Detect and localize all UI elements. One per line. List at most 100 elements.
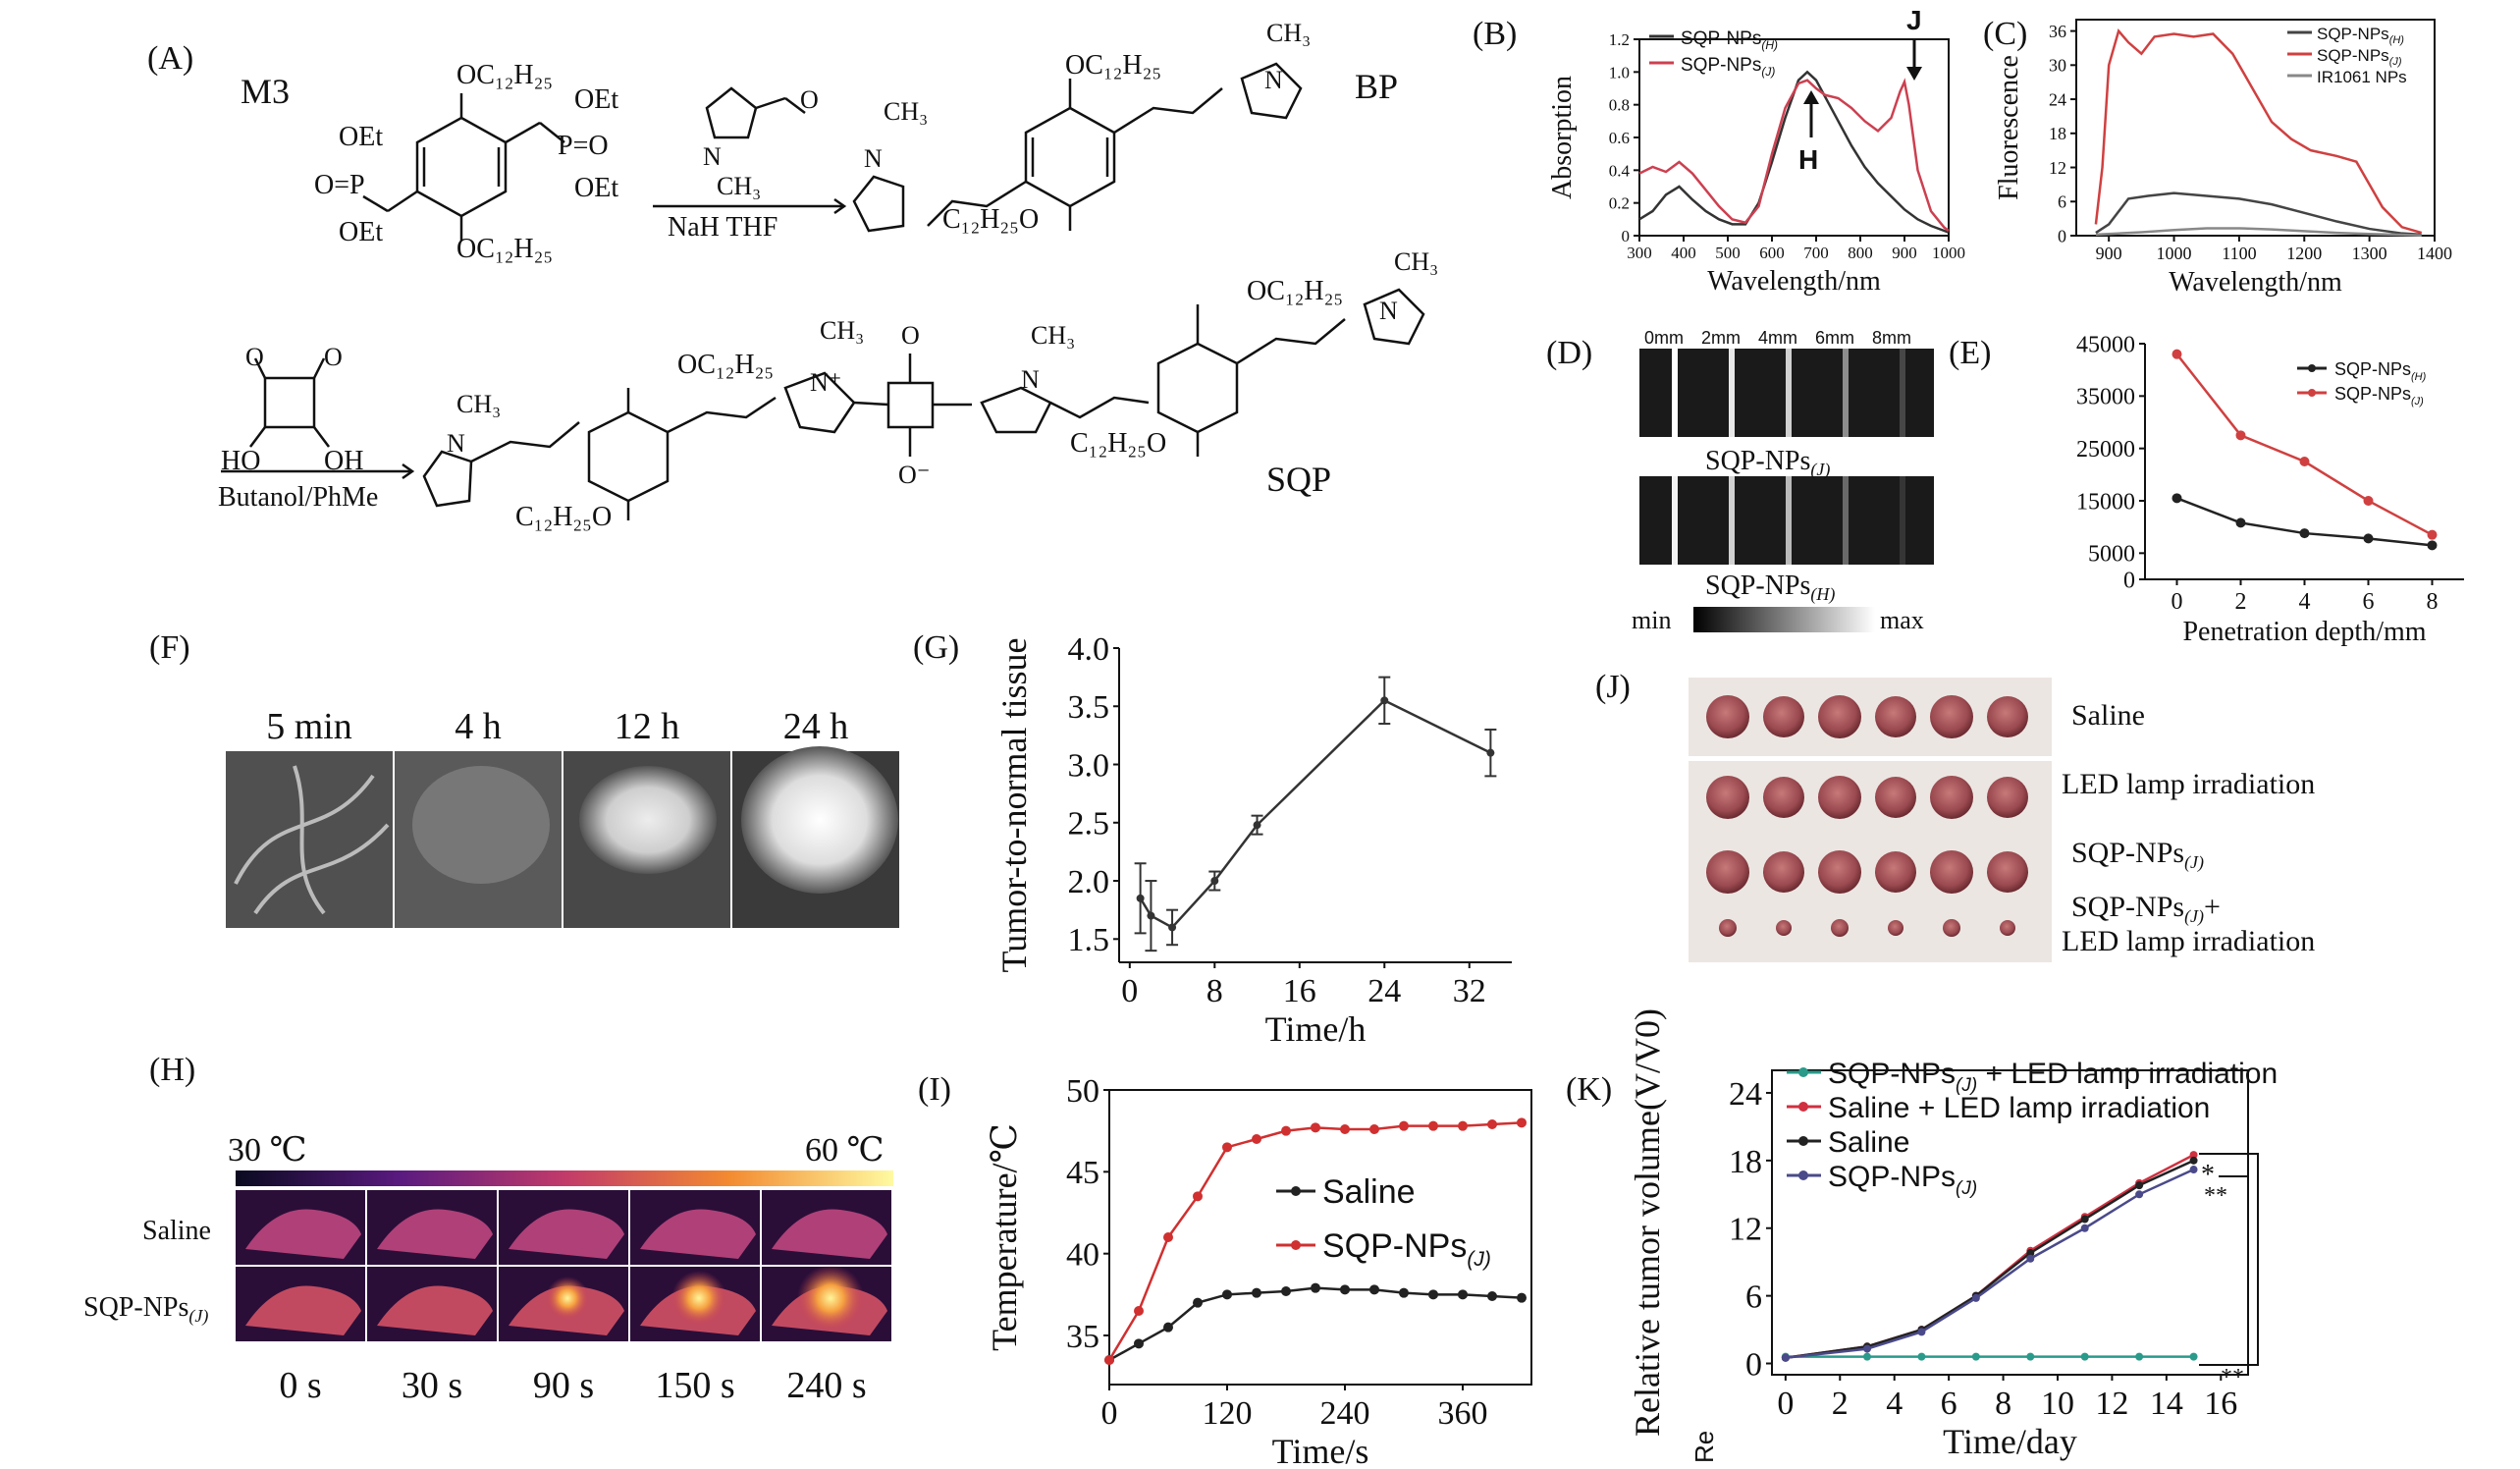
y-tick-label: 0 <box>2123 568 2135 593</box>
svg-text:N: N <box>447 429 465 458</box>
data-point <box>2427 529 2438 540</box>
j-label-sqp-led-2: LED lamp irradiation <box>2062 925 2315 957</box>
data-point <box>1193 1191 1203 1202</box>
data-point <box>2235 517 2246 528</box>
k-sig-3: ** <box>2221 1365 2244 1390</box>
x-tick-label: 600 <box>1759 244 1785 262</box>
y-tick-label: 0.2 <box>1609 194 1630 213</box>
j-label-saline: Saline <box>2071 699 2145 732</box>
x-tick-label: 24 <box>1367 973 1401 1009</box>
d-capillary <box>1729 476 1735 565</box>
svg-text:N: N <box>703 142 722 171</box>
j-tumor <box>1719 919 1737 937</box>
y-tick-label: 15000 <box>2076 489 2135 515</box>
svg-text:O=P: O=P <box>314 170 365 200</box>
svg-text:CH₃: CH₃ <box>1031 321 1075 350</box>
data-point <box>2189 1352 2198 1361</box>
y-tick-label: 0 <box>1622 227 1631 245</box>
svg-text:HO: HO <box>221 446 260 476</box>
data-point <box>2135 1352 2144 1361</box>
panel-label-b: (B) <box>1473 16 1517 52</box>
svg-text:C₁₂H₂₅O: C₁₂H₂₅O <box>942 204 1039 235</box>
j-tumor <box>1763 777 1804 818</box>
x-tick-label: 400 <box>1671 244 1696 262</box>
y-tick-label: 2.0 <box>1068 864 1110 900</box>
data-point <box>1281 1286 1291 1296</box>
j-tumor <box>1831 919 1849 937</box>
data-point <box>2026 1352 2035 1361</box>
label-sqp: SQP <box>1266 460 1331 499</box>
y-tick-label: 0.6 <box>1609 129 1630 147</box>
data-point <box>1399 1120 1409 1131</box>
d-depth-label: 8mm <box>1872 328 1911 348</box>
d-capillary <box>1729 349 1735 437</box>
h-mouse-body <box>377 1209 493 1259</box>
x-tick-label: 240 <box>1320 1395 1370 1432</box>
svg-text:O: O <box>800 85 819 114</box>
f-time-label: 4 h <box>455 706 502 747</box>
series-line-0 <box>1638 70 1950 234</box>
d-capillary <box>1843 476 1849 565</box>
chart-e-penetration: 0 2 4 6 80500015000250003500045000Penetratio… <box>2076 332 2464 647</box>
h-time-label: 150 s <box>655 1365 734 1406</box>
panel-label-a: (A) <box>147 40 193 77</box>
h-mouse-body <box>245 1209 361 1259</box>
d-max-label: max <box>1880 606 1924 634</box>
data-point <box>1369 1284 1379 1295</box>
squaric-acid <box>221 357 415 480</box>
f-time-label: 12 h <box>615 706 680 747</box>
data-point <box>1863 1344 1871 1353</box>
svg-text:CH₃: CH₃ <box>820 316 864 345</box>
svg-text:N: N <box>1379 297 1398 325</box>
y-axis-label: Relative tumor volume(V/V0) <box>1628 1008 1667 1437</box>
data-point <box>1517 1292 1527 1303</box>
x-tick-label: 8 <box>2427 589 2439 615</box>
f-time-label: 24 h <box>783 706 849 747</box>
series-line-1 <box>2175 353 2434 536</box>
j-tumor <box>1875 696 1916 737</box>
y-tick-label: 18 <box>2049 124 2066 143</box>
legend-label: SQP-NPs(J) <box>1322 1227 1491 1271</box>
d-depth-label: 4mm <box>1758 328 1797 348</box>
j-label-led: LED lamp irradiation <box>2062 768 2315 800</box>
svg-text:O: O <box>245 343 264 371</box>
data-point <box>1253 821 1261 830</box>
h-mouse-body <box>772 1209 887 1259</box>
panel-label-f: (F) <box>149 629 190 666</box>
legend-marker <box>2308 389 2316 397</box>
y-tick-label: 1.2 <box>1609 30 1630 49</box>
label-m3: M3 <box>241 72 290 111</box>
y-tick-label: 45000 <box>2076 332 2135 357</box>
y-tick-label: 0 <box>1745 1346 1762 1383</box>
y-tick-label: 0.4 <box>1609 161 1631 180</box>
data-point <box>1134 1306 1144 1316</box>
data-point <box>1971 1352 1980 1361</box>
svg-text:Butanol/PhMe: Butanol/PhMe <box>218 482 378 513</box>
j-tumor <box>1987 851 2028 893</box>
x-tick-label: 16 <box>1283 973 1316 1009</box>
x-tick-label: 2 <box>2235 589 2247 615</box>
data-point <box>1487 1291 1497 1301</box>
legend-marker <box>1291 1186 1301 1196</box>
f-time-label: 5 min <box>266 706 352 747</box>
panel-label-e: (E) <box>1949 335 1991 371</box>
svg-text:C₁₂H₂₅O: C₁₂H₂₅O <box>1070 428 1166 459</box>
axes-frame <box>1108 1089 1532 1386</box>
x-tick-label: 900 <box>1892 244 1917 262</box>
legend-label: Saline + LED lamp irradiation <box>1828 1092 2210 1124</box>
panel-label-d: (D) <box>1546 335 1592 371</box>
chart-i-temperature: 0 120 240 360 35 40 45 50 Time/s Temperature/℃ Sal… <box>985 1073 1532 1469</box>
x-tick-label: 16 <box>2204 1386 2237 1422</box>
h-colorbar <box>236 1170 893 1186</box>
data-point <box>2427 540 2438 551</box>
legend-marker <box>1798 1102 1808 1112</box>
chart-b-absorption: 300 400 500 600 700 800 900 1000 0 0.2 0.4 0.6 0.8 1.… <box>1547 28 1965 297</box>
panel-f-images: 5 min 4 h 12 h 24 h <box>226 706 899 928</box>
chart-b-annotations: H J <box>1798 5 1922 175</box>
svg-text:CH₃: CH₃ <box>1394 247 1438 276</box>
data-point <box>1252 1134 1261 1144</box>
panel-label-c: (C) <box>1983 16 2027 52</box>
legend-marker <box>1798 1170 1808 1180</box>
data-point <box>2080 1224 2089 1232</box>
